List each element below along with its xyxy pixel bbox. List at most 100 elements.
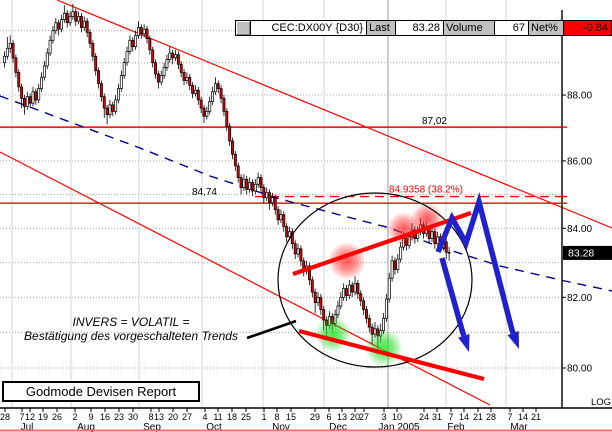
candle-body	[11, 43, 15, 59]
candle-body	[134, 35, 138, 48]
x-axis-label: 8	[148, 412, 153, 422]
candle-body	[225, 111, 229, 127]
candle-body	[245, 178, 249, 190]
candle-body	[79, 16, 83, 28]
y-axis-label: 86.00	[567, 156, 592, 167]
x-axis-label: 21	[473, 412, 483, 422]
candle-body	[345, 288, 348, 296]
x-axis-label: 13	[337, 412, 347, 422]
x-axis-label: 29	[310, 412, 320, 422]
candle-body	[270, 197, 274, 204]
symbol-label[interactable]: CEC:DX00Y {D30}	[250, 21, 366, 35]
x-axis-label: 7	[507, 412, 512, 422]
candle-body	[316, 296, 320, 303]
candle-body	[188, 76, 192, 86]
candle-body	[17, 72, 21, 88]
annotation-line1: INVERS = VOLATIL =	[72, 315, 190, 329]
candle-body	[399, 246, 403, 260]
x-axis-label: 16	[100, 412, 110, 422]
x-axis-label: 10	[392, 412, 402, 422]
candle-body	[68, 16, 72, 24]
candle-body	[5, 47, 9, 57]
candle-body	[105, 107, 109, 115]
candle-body	[447, 251, 451, 254]
y-axis-label: 82.00	[567, 293, 592, 304]
x-axis-label: 9	[88, 412, 93, 422]
x-axis-label: 15	[286, 412, 296, 422]
last-price-box	[563, 245, 612, 260]
annotation-line2: Bestätigung des vorgeschalteten Trends	[24, 329, 238, 343]
projection-arrow-down	[439, 257, 467, 337]
candle-body	[14, 57, 18, 73]
candle-body	[208, 101, 212, 112]
analyst-annotation: INVERS = VOLATIL = Bestätigung des vorge…	[8, 315, 254, 343]
x-axis-label: 25	[241, 412, 251, 422]
candle-body	[313, 291, 317, 303]
level-label: 84,74	[192, 187, 217, 198]
x-axis-label: 20	[350, 412, 360, 422]
candle-body	[151, 49, 155, 64]
candle-body	[137, 27, 140, 36]
candle-body	[91, 43, 95, 57]
candle-body	[199, 99, 203, 109]
candle-body	[231, 140, 234, 155]
candle-body	[125, 51, 129, 64]
candle-body	[387, 277, 391, 300]
candle-body	[20, 86, 24, 99]
y-axis-label: 80.00	[567, 363, 592, 374]
candle-body	[299, 248, 303, 262]
moving-average-line	[0, 95, 612, 292]
candle-body	[154, 62, 157, 75]
candle-body	[108, 104, 112, 115]
candle-body	[94, 55, 98, 72]
candle-body	[262, 187, 266, 199]
x-axis-label: 1	[261, 412, 266, 422]
candle-body	[159, 75, 163, 83]
candle-body	[131, 39, 135, 47]
scale-mode-label: LOG	[591, 397, 611, 408]
candle-body	[122, 62, 126, 76]
x-axis-label: 7	[19, 412, 24, 422]
quote-bar-handle[interactable]	[236, 21, 250, 35]
volume-value: 67	[494, 21, 528, 35]
green-glow-highlight	[315, 316, 351, 352]
candle-body	[319, 296, 323, 310]
candle-body	[219, 88, 223, 99]
candle-body	[142, 28, 146, 35]
y-axis-label: 84.00	[567, 224, 592, 235]
candle-body	[268, 192, 272, 204]
candle-body	[60, 19, 63, 30]
candle-body	[62, 12, 66, 20]
candle-body	[211, 91, 214, 102]
candle-body	[359, 293, 363, 302]
candle-body	[174, 54, 177, 59]
x-axis-label: 2	[72, 412, 77, 422]
candle-body	[74, 11, 78, 22]
candle-body	[336, 305, 340, 316]
candle-body	[148, 38, 152, 51]
x-axis-label: 28	[0, 412, 10, 422]
candle-body	[276, 209, 280, 221]
candlesticks	[3, 3, 451, 349]
candle-body	[288, 231, 291, 238]
x-axis-label: 23	[114, 412, 124, 422]
x-axis-label: 20	[168, 412, 178, 422]
x-axis-label: 19	[38, 412, 48, 422]
candle-body	[362, 300, 366, 310]
candle-body	[171, 52, 175, 59]
candle-body	[222, 97, 226, 112]
candle-body	[251, 182, 254, 192]
candle-body	[393, 260, 397, 270]
x-axis-month-label: Mar	[510, 422, 528, 432]
candle-body	[436, 236, 440, 245]
candle-body	[185, 76, 189, 81]
x-axis-label: 31	[432, 412, 442, 422]
x-axis-month-label: Aug	[77, 422, 95, 432]
candle-body	[23, 97, 26, 107]
x-axis-label: 11	[213, 412, 222, 422]
candle-body	[194, 89, 197, 94]
net-percent-value: -0.84	[563, 21, 611, 35]
net-percent-label: Net%	[528, 21, 563, 35]
candle-body	[34, 91, 38, 101]
